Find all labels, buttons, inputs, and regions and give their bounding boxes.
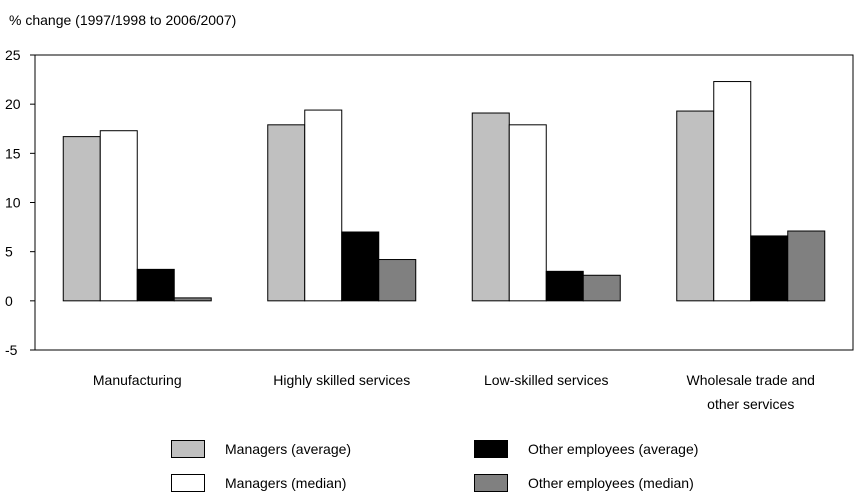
bar-2-3 [750,235,789,302]
bar-0-2 [471,112,510,302]
y-tick-label: 5 [5,244,13,260]
y-tick-label: -5 [5,342,18,358]
category-label: Manufacturing [93,372,182,388]
bars-group [62,81,826,302]
bar-1-0 [99,130,138,302]
bar-3-3 [787,230,826,302]
category-label: Low-skilled services [484,372,608,388]
category-label: other services [707,396,794,412]
bar-2-1 [341,231,380,302]
bar-2-2 [545,270,584,302]
bar-1-1 [304,109,343,302]
y-axis-ticks: -5 0 5 10 15 20 25 [5,47,35,358]
bar-3-2 [582,274,621,302]
y-tick-label: 0 [5,293,13,309]
category-label: Highly skilled services [273,372,410,388]
y-tick-label: 20 [5,96,21,112]
bar-3-1 [378,259,417,302]
y-axis-label: % change (1997/1998 to 2006/2007) [9,12,237,28]
y-tick-label: 15 [5,145,21,161]
bar-1-2 [508,124,547,302]
bar-3-0 [173,297,212,302]
bar-0-3 [676,110,715,302]
x-axis-categories: Manufacturing Highly skilled services Low-… [93,372,815,412]
y-tick-label: 25 [5,47,21,63]
bar-1-3 [713,81,752,302]
bar-0-0 [62,136,101,302]
y-tick-label: 10 [5,195,21,211]
bar-0-1 [267,124,306,302]
bar-2-0 [136,268,175,302]
category-label: Wholesale trade and [687,372,815,388]
